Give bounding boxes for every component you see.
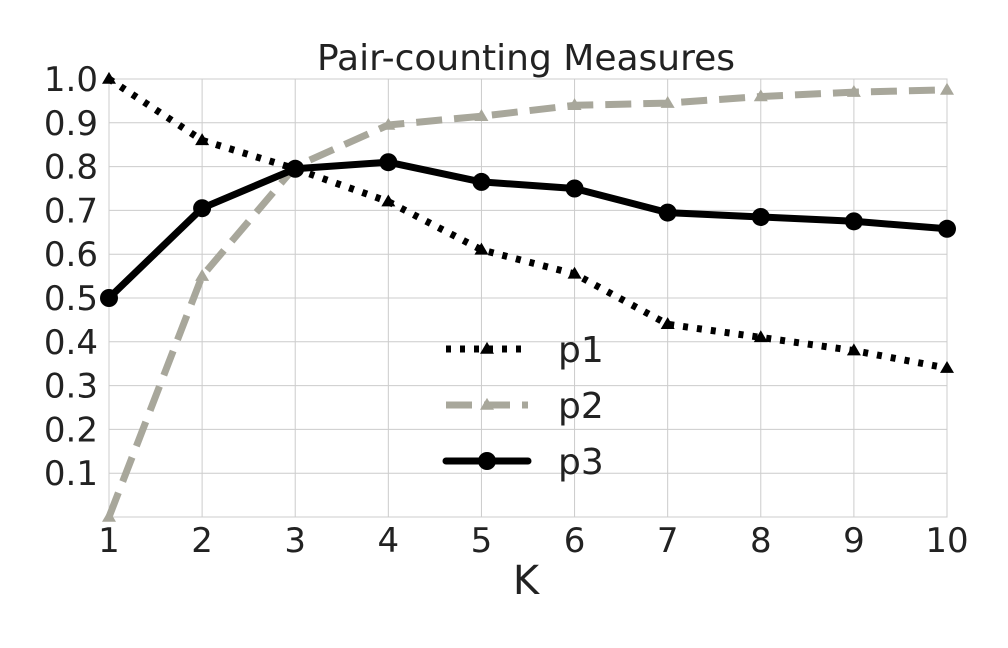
legend: p1 p2 p3 xyxy=(442,330,604,483)
y-tick-label: 0.1 xyxy=(44,454,98,494)
x-tick-label: 8 xyxy=(750,521,772,561)
data-point-p2 xyxy=(381,117,396,130)
data-point-p1 xyxy=(381,194,396,207)
data-point-p1 xyxy=(846,343,861,356)
x-tick-label: 1 xyxy=(98,521,120,561)
data-point-p3 xyxy=(286,159,305,178)
legend-label-p3: p3 xyxy=(558,442,604,483)
chart-title: Pair-counting Measures xyxy=(317,38,735,79)
data-point-p2 xyxy=(102,509,116,522)
data-point-p1 xyxy=(567,266,582,279)
tick-labels: 1 2 3 4 5 6 7 8 9 10 0.10.20.30.40.50.60.70.80.91.… xyxy=(44,60,969,561)
data-point-p1 xyxy=(102,71,116,84)
x-tick-label: 7 xyxy=(657,521,679,561)
data-point-p1 xyxy=(195,133,210,146)
y-tick-label: 0.5 xyxy=(44,279,98,319)
x-axis-label: K xyxy=(513,558,541,604)
series-p3 xyxy=(100,153,956,307)
series-line-p3 xyxy=(105,158,951,302)
legend-label-p1: p1 xyxy=(558,330,604,371)
data-point-p3 xyxy=(379,153,398,172)
legend-label-p2: p2 xyxy=(558,386,604,427)
data-point-p2 xyxy=(753,89,768,102)
data-point-p3 xyxy=(844,212,863,231)
data-point-p1 xyxy=(940,360,954,373)
x-tick-label: 6 xyxy=(564,521,586,561)
data-point-p2 xyxy=(846,85,861,97)
data-point-p2 xyxy=(567,98,582,111)
series-p2 xyxy=(102,82,954,522)
data-point-p2 xyxy=(474,109,489,121)
legend-marker-p3 xyxy=(478,452,496,470)
data-point-p3 xyxy=(938,219,956,238)
y-tick-label: 0.9 xyxy=(44,104,98,144)
x-tick-label: 2 xyxy=(191,521,213,561)
data-point-p3 xyxy=(751,207,770,226)
data-point-p2 xyxy=(940,82,954,95)
series-p1 xyxy=(102,71,954,373)
data-point-p2 xyxy=(195,268,210,281)
x-tick-label: 10 xyxy=(925,521,968,561)
y-tick-label: 0.4 xyxy=(44,323,98,363)
data-point-p3 xyxy=(100,289,118,307)
series-layer xyxy=(100,71,956,522)
y-tick-label: 0.3 xyxy=(44,367,98,407)
y-tick-label: 0.2 xyxy=(44,410,98,450)
data-point-p3 xyxy=(565,179,584,198)
data-point-p2 xyxy=(660,95,675,108)
data-point-p1 xyxy=(474,242,489,255)
x-tick-label: 3 xyxy=(284,521,306,561)
grid xyxy=(108,78,948,517)
data-point-p1 xyxy=(753,330,768,343)
y-tick-label: 0.6 xyxy=(44,235,98,275)
data-point-p3 xyxy=(193,199,212,218)
y-tick-label: 0.8 xyxy=(44,148,98,188)
legend-marker-p1 xyxy=(480,341,494,354)
x-tick-label: 4 xyxy=(378,521,400,561)
y-tick-label: 1.0 xyxy=(44,60,98,100)
data-point-p3 xyxy=(472,172,491,191)
data-point-p1 xyxy=(660,317,675,330)
data-point-p3 xyxy=(658,203,677,222)
x-tick-label: 5 xyxy=(471,521,493,561)
legend-marker-p2 xyxy=(480,397,494,410)
y-tick-label: 0.7 xyxy=(44,191,98,231)
x-tick-label: 9 xyxy=(843,521,865,561)
series-line-p2 xyxy=(105,86,948,519)
